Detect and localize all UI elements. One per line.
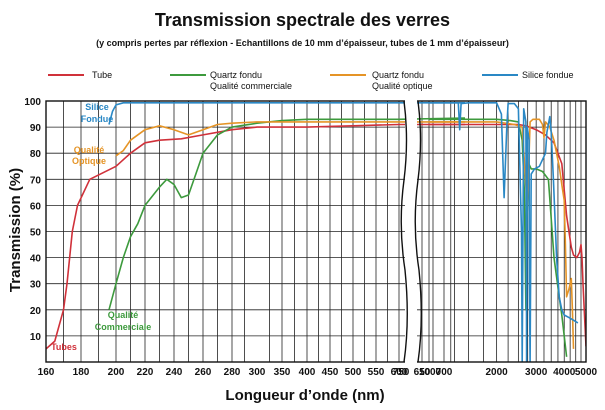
annotation-qfo-line2: Optique [72, 156, 106, 166]
y-tick-labels: 10 20 30 40 50 60 70 80 90 100 [24, 97, 41, 343]
x-tick-350: 350 [274, 367, 291, 378]
x-tick-500: 500 [345, 367, 362, 378]
annotation-qfc-line2: Commerciale [95, 322, 152, 332]
x-tick-600: 600 [391, 367, 408, 378]
chart-title: Transmission spectrale des verres [154, 10, 451, 30]
series-line-qfo-uv [115, 121, 465, 157]
legend-label-qfo: Quartz fondu [372, 70, 424, 80]
series-line-tube-uv [46, 123, 465, 350]
x-axis-title: Longueur d’onde (nm) [225, 387, 384, 404]
y-tick-100: 100 [24, 97, 41, 108]
x-tick-2000: 2000 [485, 367, 508, 378]
x-tick-450: 450 [322, 367, 339, 378]
x-tick-5000: 5000 [575, 367, 598, 378]
axis-break-left [400, 100, 408, 363]
y-tick-80: 80 [30, 149, 42, 160]
annotation-qfc-line1: Qualité [108, 310, 139, 320]
y-tick-40: 40 [30, 254, 42, 265]
y-tick-30: 30 [30, 280, 42, 291]
y-tick-90: 90 [30, 123, 42, 134]
x-tick-300: 300 [249, 367, 266, 378]
plot-border [45, 100, 587, 363]
legend-sublabel-qfo: Qualité optique [372, 81, 433, 91]
x-tick-180: 180 [73, 367, 90, 378]
x-tick-1000: 1000 [419, 367, 442, 378]
annotation-qfo-line1: Qualité [74, 145, 105, 155]
y-tick-70: 70 [30, 175, 42, 186]
series-line-qfc-uv [108, 117, 466, 311]
x-tick-160: 160 [38, 367, 55, 378]
series-line-sf-uv [108, 102, 465, 125]
y-tick-10: 10 [30, 332, 42, 343]
axis-break-gap [405, 100, 417, 363]
series-line-qfc-ir [429, 118, 568, 357]
annotations: SiliceFondueQualitéOptiqueQualitéCommerc… [51, 102, 151, 352]
x-tick-750: 750 [393, 367, 410, 378]
axis-break-right [414, 100, 422, 363]
x-tick-280: 280 [224, 367, 241, 378]
chart-subtitle: (y compris pertes par réflexion - Echant… [96, 38, 509, 48]
grid [46, 100, 587, 362]
x-tick-550: 550 [368, 367, 385, 378]
legend-label-tube: Tube [92, 70, 112, 80]
series-layer [46, 102, 586, 362]
y-axis-title: Transmission (%) [7, 168, 24, 292]
x-tick-400: 400 [299, 367, 316, 378]
legend-label-qfc: Quartz fondu [210, 70, 262, 80]
plot-frame [45, 100, 587, 363]
x-tick-4000: 4000 [553, 367, 576, 378]
legend-label-sf: Silice fondue [522, 70, 574, 80]
x-tick-220: 220 [137, 367, 154, 378]
annotation-sf-line1: Silice [85, 102, 109, 112]
x-tick-200: 200 [108, 367, 125, 378]
series-line-qfo-ir [429, 118, 575, 349]
legend-sublabel-qfc: Qualité commerciale [210, 81, 292, 91]
x-tick-labels: 160 180 200 220 240 260 280 300 350 400 450 500 550 6… [38, 367, 598, 378]
y-tick-50: 50 [30, 228, 42, 239]
annotation-sf-line2: Fondue [81, 114, 114, 124]
y-tick-20: 20 [30, 306, 42, 317]
y-tick-60: 60 [30, 201, 42, 212]
x-tick-700: 700 [436, 367, 453, 378]
x-tick-260: 260 [195, 367, 212, 378]
annotation-tube-line1: Tubes [51, 342, 77, 352]
series-line-sf-ir [429, 102, 579, 362]
x-tick-240: 240 [166, 367, 183, 378]
x-tick-3000: 3000 [525, 367, 548, 378]
x-tick-650: 650 [414, 367, 431, 378]
